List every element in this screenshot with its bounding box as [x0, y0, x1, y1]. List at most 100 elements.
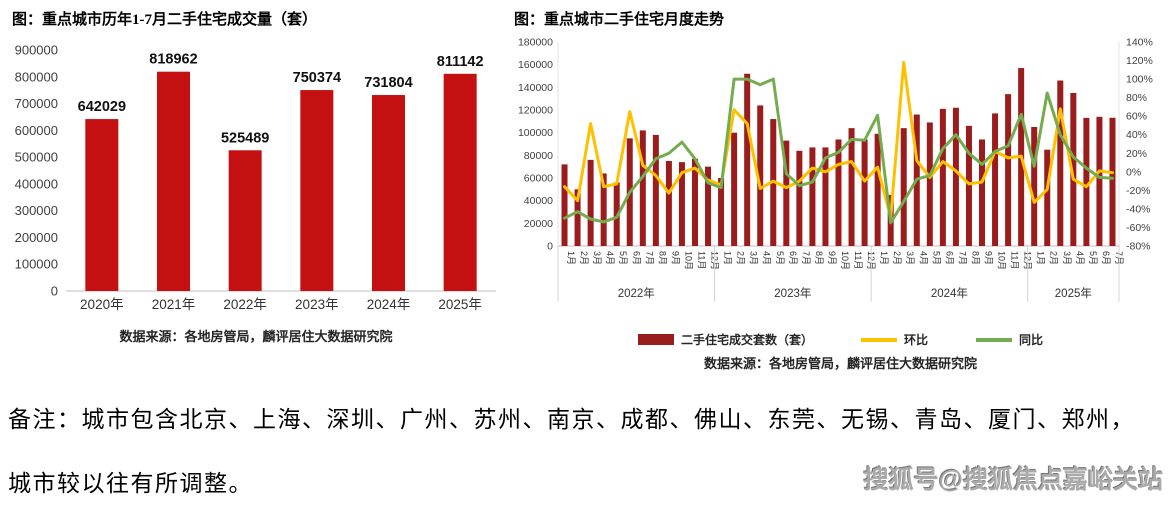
- svg-text:6月: 6月: [944, 251, 954, 265]
- svg-text:140000: 140000: [518, 82, 553, 94]
- note-line-1: 备注：城市包含北京、上海、深圳、广州、苏州、南京、成都、佛山、东莞、无锡、青岛、…: [8, 407, 1135, 432]
- right-chart-source: 数据来源：各地房管局，麟评居住大数据研究院: [703, 356, 977, 371]
- watermark: 搜狐号@搜狐焦点嘉峪关站: [863, 466, 1163, 494]
- svg-text:750374: 750374: [293, 70, 341, 86]
- svg-text:8月: 8月: [970, 251, 980, 265]
- svg-text:40000: 40000: [524, 195, 553, 207]
- svg-text:1月: 1月: [566, 251, 576, 265]
- svg-text:11月: 11月: [1010, 251, 1020, 269]
- svg-text:60000: 60000: [524, 173, 553, 185]
- svg-text:80000: 80000: [524, 150, 553, 162]
- svg-text:7月: 7月: [957, 251, 967, 265]
- svg-text:-80%: -80%: [1126, 241, 1151, 253]
- yoy-line-swatch-icon: [976, 337, 1012, 342]
- svg-text:2022年: 2022年: [618, 286, 655, 300]
- svg-text:0: 0: [547, 241, 553, 253]
- svg-text:3月: 3月: [905, 251, 915, 265]
- svg-text:731804: 731804: [364, 75, 412, 91]
- svg-text:2020年: 2020年: [80, 297, 124, 312]
- svg-text:1月: 1月: [1036, 251, 1046, 265]
- svg-text:5月: 5月: [618, 251, 628, 265]
- left-chart-title: 图：重点城市历年1-7月二手住宅成交量（套）: [12, 12, 317, 28]
- svg-text:3月: 3月: [592, 251, 602, 265]
- svg-text:8月: 8月: [657, 251, 667, 265]
- svg-text:2022年: 2022年: [223, 297, 267, 312]
- svg-text:0%: 0%: [1126, 166, 1141, 178]
- svg-text:120000: 120000: [518, 105, 553, 117]
- svg-text:3月: 3月: [749, 251, 759, 265]
- mom-line-swatch-icon: [860, 337, 897, 342]
- left-chart-section: 图：重点城市历年1-7月二手住宅成交量（套） 0 100000 200000 3000…: [10, 6, 502, 345]
- svg-text:4月: 4月: [1075, 251, 1085, 265]
- legend-yoy-label: 同比: [1019, 333, 1044, 347]
- svg-text:6月: 6月: [788, 251, 798, 265]
- svg-text:2023年: 2023年: [774, 286, 811, 300]
- svg-text:-60%: -60%: [1126, 222, 1151, 234]
- svg-text:2月: 2月: [736, 251, 746, 265]
- svg-text:9月: 9月: [670, 251, 680, 265]
- svg-text:160000: 160000: [518, 59, 553, 71]
- svg-text:642029: 642029: [78, 99, 126, 115]
- svg-text:2023年: 2023年: [295, 297, 339, 312]
- svg-text:100%: 100%: [1126, 74, 1153, 86]
- svg-text:0: 0: [51, 284, 58, 299]
- svg-text:10月: 10月: [997, 251, 1007, 270]
- svg-text:9月: 9月: [827, 251, 837, 265]
- legend-mom-label: 环比: [903, 333, 928, 347]
- right-chart-canvas: 0 20000 40000 60000 80000 100000 120000 140000 1…: [518, 37, 1153, 302]
- left-chart-source: 数据来源：各地房管局，麟评居住大数据研究院: [119, 329, 393, 344]
- svg-text:5月: 5月: [931, 251, 941, 265]
- svg-text:60%: 60%: [1126, 111, 1147, 123]
- right-chart-legend: 二手住宅成交套数（套） 环比 同比: [512, 331, 1169, 348]
- svg-text:80%: 80%: [1126, 92, 1147, 104]
- svg-text:2024年: 2024年: [367, 297, 411, 312]
- left-chart-canvas: 0 100000 200000 300000 400000 500000 600000 700…: [15, 43, 496, 312]
- svg-text:120%: 120%: [1126, 55, 1153, 67]
- svg-text:9月: 9月: [984, 251, 994, 265]
- volume-bar-swatch-icon: [637, 334, 674, 345]
- svg-text:6月: 6月: [631, 251, 641, 265]
- svg-text:20000: 20000: [524, 218, 553, 230]
- legend-item-volume: 二手住宅成交套数（套）: [637, 331, 813, 348]
- svg-text:3月: 3月: [1062, 251, 1072, 265]
- svg-text:2024年: 2024年: [931, 286, 968, 300]
- svg-text:4月: 4月: [918, 251, 928, 265]
- legend-item-yoy: 同比: [976, 331, 1043, 348]
- svg-text:11月: 11月: [696, 251, 706, 269]
- svg-text:800000: 800000: [15, 69, 58, 84]
- svg-text:5月: 5月: [1088, 251, 1098, 265]
- svg-text:20%: 20%: [1126, 148, 1147, 160]
- svg-text:200000: 200000: [15, 230, 58, 245]
- svg-text:500000: 500000: [15, 150, 58, 165]
- svg-text:-40%: -40%: [1126, 203, 1151, 215]
- svg-text:100000: 100000: [15, 257, 58, 272]
- svg-text:-20%: -20%: [1126, 185, 1151, 197]
- svg-text:400000: 400000: [15, 176, 58, 191]
- svg-text:10月: 10月: [840, 251, 850, 270]
- svg-text:10月: 10月: [683, 251, 693, 270]
- svg-text:6月: 6月: [1101, 251, 1111, 265]
- svg-text:1月: 1月: [879, 251, 889, 265]
- note-line-2: 城市较以往有所调整。: [8, 471, 253, 496]
- svg-text:900000: 900000: [15, 43, 58, 58]
- svg-text:2021年: 2021年: [152, 297, 196, 312]
- svg-text:2月: 2月: [1049, 251, 1059, 265]
- svg-text:180000: 180000: [518, 37, 553, 49]
- svg-text:4月: 4月: [762, 251, 772, 265]
- right-chart-section: 图：重点城市二手住宅月度走势 0 20000 40000 60000 80000 1000…: [512, 6, 1169, 372]
- svg-text:100000: 100000: [518, 127, 553, 139]
- svg-text:8月: 8月: [814, 251, 824, 265]
- legend-volume-label: 二手住宅成交套数（套）: [680, 333, 813, 347]
- svg-text:811142: 811142: [437, 54, 484, 70]
- svg-text:525489: 525489: [221, 130, 269, 146]
- svg-text:700000: 700000: [15, 96, 58, 111]
- svg-text:2月: 2月: [579, 251, 589, 265]
- svg-text:2月: 2月: [892, 251, 902, 265]
- svg-text:11月: 11月: [853, 251, 863, 269]
- svg-text:2025年: 2025年: [1055, 286, 1092, 300]
- svg-text:300000: 300000: [15, 203, 58, 218]
- svg-text:140%: 140%: [1126, 37, 1153, 49]
- legend-item-mom: 环比: [860, 331, 928, 348]
- svg-text:818962: 818962: [149, 52, 197, 68]
